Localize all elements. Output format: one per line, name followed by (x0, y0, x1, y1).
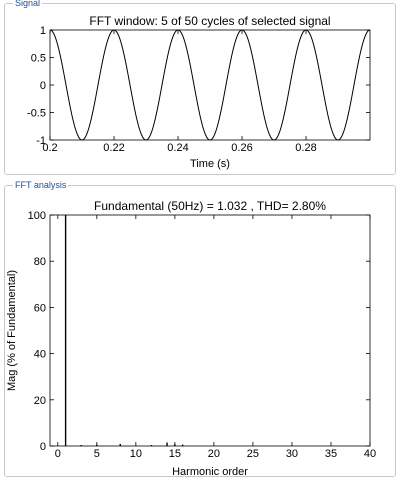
fft-ytick-label: 60 (34, 302, 46, 314)
fft-xtick-label: 30 (286, 448, 298, 460)
fft-panel-label: FFT analysis (13, 180, 69, 190)
signal-ytick-label: 1 (40, 25, 46, 37)
fft-xtick-label: 40 (364, 448, 376, 460)
fft-xlabel: Harmonic order (172, 466, 248, 478)
fft-bar-harmonic-1 (64, 215, 67, 446)
fft-xtick-label: 15 (169, 448, 181, 460)
signal-panel: Signal (4, 0, 396, 175)
fft-bar-harmonic-12 (150, 445, 153, 446)
fft-bar-harmonic-14 (166, 442, 168, 446)
signal-ytick-label: -1 (36, 135, 46, 147)
signal-xtick-label: 0.22 (103, 142, 124, 154)
signal-ytick-label: 0.5 (31, 53, 46, 65)
fft-xtick-label: 35 (325, 448, 337, 460)
signal-title: FFT window: 5 of 50 cycles of selected s… (89, 14, 330, 28)
signal-ytick-label: -0.5 (27, 108, 46, 120)
signal-plot-frame (49, 29, 371, 141)
fft-bar-harmonic-8 (119, 443, 121, 446)
signal-xtick-label: 0.24 (167, 142, 188, 154)
fft-xtick-label: 10 (130, 448, 142, 460)
fft-xtick-label: 0 (55, 448, 61, 460)
signal-waveform-line (49, 29, 371, 141)
signal-xlabel: Time (s) (190, 158, 230, 170)
fft-plot-frame (49, 214, 371, 447)
fft-ytick-label: 100 (28, 210, 46, 222)
signal-panel-label: Signal (13, 0, 43, 8)
fft-ytick-label: 0 (40, 441, 46, 453)
signal-xtick-label: 0.26 (231, 142, 252, 154)
signal-xtick-label: 0.2 (42, 142, 57, 154)
fft-ytick-label: 20 (34, 395, 46, 407)
fft-ylabel: Mag (% of Fundamental) (6, 270, 18, 391)
fft-xtick-label: 25 (247, 448, 259, 460)
fft-title: Fundamental (50Hz) = 1.032 , THD= 2.80% (94, 199, 326, 213)
signal-ytick-label: 0 (40, 80, 46, 92)
signal-xtick-label: 0.28 (295, 142, 316, 154)
signal-chart: 0.2 0.22 0.24 0.26 0.28 1 0.5 0 -0.5 -1 FFT window… (27, 14, 371, 170)
fft-bar-harmonic-5 (96, 444, 98, 446)
fft-xtick-label: 5 (94, 448, 100, 460)
fft-bar-harmonic-16 (181, 444, 184, 446)
fft-analysis-panel: FFT analysis (4, 180, 396, 477)
fft-xtick-label: 20 (208, 448, 220, 460)
fft-ytick-label: 80 (34, 256, 46, 268)
fft-bar-harmonic-3 (80, 445, 82, 446)
fft-ytick-label: 40 (34, 349, 46, 361)
fft-bar-harmonic-15 (174, 444, 176, 446)
